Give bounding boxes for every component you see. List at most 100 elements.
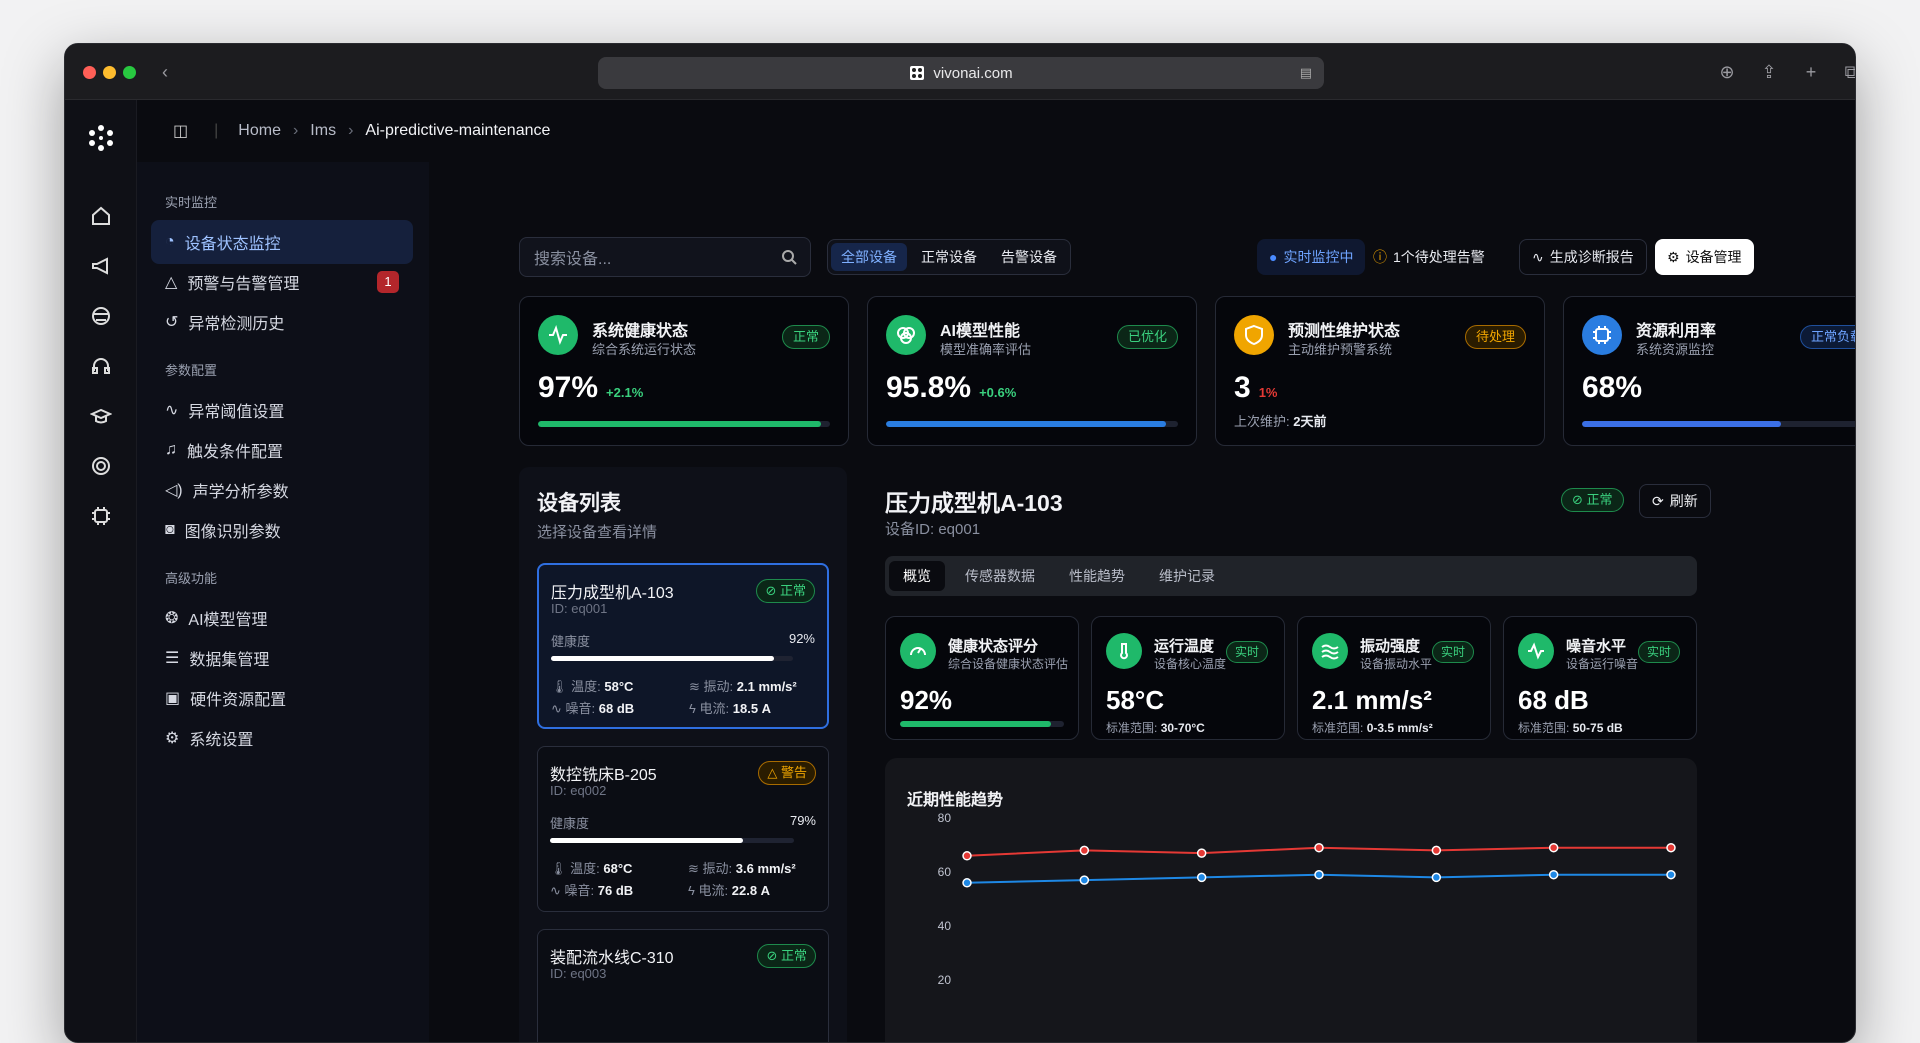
device-item[interactable]: 装配流水线C-310 ID: eq003 ⊘ 正常 (537, 929, 829, 1042)
data-point[interactable] (962, 851, 972, 861)
range-label: 标准范围: (1106, 721, 1158, 735)
data-point[interactable] (1196, 872, 1207, 883)
summary-card-health: 系统健康状态 综合系统运行状态 正常 97% +2.1% (519, 296, 849, 446)
headphones-icon[interactable] (65, 346, 137, 386)
megaphone-icon[interactable] (65, 246, 137, 286)
noise-metric: ∿ 噪音: 76 dB (550, 883, 634, 898)
sidebar-toggle-icon[interactable]: ◫ (173, 123, 189, 140)
card-title: AI模型性能 (940, 323, 1021, 340)
card-value: 95.8% +0.6% (886, 371, 1016, 405)
health-bar (550, 838, 794, 843)
sidebar-item-acoustic[interactable]: ◁) 声学分析参数 (151, 468, 413, 512)
realtime-badge: 实时 (1431, 641, 1474, 663)
sidebar-item-hardware[interactable]: ▣ 硬件资源配置 (151, 676, 413, 720)
gauge-icon: ◔ (165, 233, 175, 250)
device-item[interactable]: 数控铣床B-205 ID: eq002 △ 警告 健康度 79% 🌡 温度: 6… (537, 746, 829, 912)
range-value: 30-70°C (1160, 721, 1205, 735)
data-point[interactable] (1196, 848, 1207, 858)
summary-card-ai-model: AI模型性能 模型准确率评估 已优化 95.8% +0.6% (867, 296, 1197, 446)
device-manage-button[interactable]: ⚙ 设备管理 (1655, 239, 1754, 275)
metric-value: 68 dB (598, 701, 635, 716)
home-icon[interactable] (65, 196, 137, 236)
data-point[interactable] (1666, 842, 1676, 853)
metric-title: 健康状态评分 (948, 638, 1039, 655)
data-point[interactable] (1314, 869, 1324, 880)
data-point[interactable] (1431, 845, 1442, 856)
metric-value: 76 dB (597, 883, 634, 898)
gauge-icon (900, 633, 936, 669)
tab-performance-trend[interactable]: 性能趋势 (1069, 568, 1125, 584)
breadcrumb-current: Ai-predictive-maintenance (365, 122, 551, 139)
breadcrumb-home[interactable]: Home (238, 122, 281, 139)
data-point[interactable] (1079, 875, 1090, 885)
status-badge: 正常负载 (1799, 325, 1855, 349)
chip-icon[interactable] (65, 496, 137, 536)
tab-overview[interactable]: 概览 (889, 561, 945, 591)
status-label: 正常 (779, 583, 806, 598)
globe-icon[interactable] (65, 296, 137, 336)
data-point[interactable] (1666, 869, 1676, 880)
sidebar-item-alerts[interactable]: △ 预警与告警管理 1 (151, 260, 413, 304)
tab-maintenance-log[interactable]: 维护记录 (1159, 568, 1215, 584)
device-item[interactable]: 压力成型机A-103 ID: eq001 ⊘ 正常 健康度 92% 🌡 温度: … (537, 563, 829, 729)
tab-sensor-data[interactable]: 传感器数据 (965, 568, 1035, 584)
generate-report-button[interactable]: ∿ 生成诊断报告 (1519, 239, 1647, 275)
graduation-cap-icon[interactable] (65, 396, 137, 436)
filter-normal[interactable]: 正常设备 (921, 249, 977, 265)
bell-icon: ♫ (165, 441, 177, 458)
refresh-button[interactable]: ⟳ 刷新 (1639, 484, 1711, 518)
main-content: 搜索设备... 全部设备 正常设备 告警设备 ● 实时监控中 ⓘ 1个待处理告警 ∿… (429, 162, 1855, 1042)
progress-bar (1582, 421, 1855, 427)
metric-label: 噪音: (565, 701, 596, 716)
sidebar-item-dataset[interactable]: ☰ 数据集管理 (151, 636, 413, 680)
data-point[interactable] (1079, 845, 1090, 856)
range-label: 标准范围: (1518, 721, 1570, 735)
vibration-metric: ≋ 振动: 2.1 mm/s² (689, 679, 797, 694)
sidebar-item-trigger[interactable]: ♫ 触发条件配置 (151, 428, 413, 472)
target-icon[interactable] (65, 446, 137, 486)
sidebar-item-settings[interactable]: ⚙ 系统设置 (151, 716, 413, 760)
search-input[interactable]: 搜索设备... (519, 237, 811, 277)
temperature-metric: 🌡 温度: 68°C (550, 861, 633, 876)
data-point[interactable] (1314, 842, 1324, 853)
new-tab-icon[interactable]: + (1805, 62, 1817, 82)
maximize-window-button[interactable] (123, 66, 136, 79)
data-point[interactable] (1548, 869, 1559, 880)
sidebar-item-ai-model[interactable]: ❂ AI模型管理 (151, 596, 413, 640)
sidebar-item-image[interactable]: ◙ 图像识别参数 (151, 508, 413, 552)
minimize-window-button[interactable] (103, 66, 116, 79)
metric-range: 标准范围: 0-3.5 mm/s² (1312, 719, 1433, 736)
close-window-button[interactable] (83, 66, 96, 79)
last-maintenance-label: 上次维护: (1234, 414, 1290, 429)
tabs-overview-icon[interactable]: ⧉ (1839, 60, 1855, 84)
device-id: ID: eq001 (551, 601, 608, 616)
data-point[interactable] (1548, 842, 1559, 853)
download-icon[interactable]: ⊕ (1719, 62, 1735, 82)
search-placeholder: 搜索设备... (534, 251, 612, 268)
filter-alert[interactable]: 告警设备 (1001, 249, 1057, 265)
app-logo-icon[interactable] (65, 118, 137, 158)
sidebar-section-title: 高级功能 (165, 571, 218, 586)
filter-all[interactable]: 全部设备 (831, 243, 907, 271)
address-bar[interactable]: vivonai.com ▤ (598, 57, 1324, 89)
waves-icon (1312, 633, 1348, 669)
health-value: 92% (788, 631, 815, 646)
sidebar-item-history[interactable]: ↺ 异常检测历史 (151, 300, 413, 344)
pending-alert-indicator[interactable]: ⓘ 1个待处理告警 (1361, 239, 1497, 275)
sidebar-item-threshold[interactable]: ∿ 异常阈值设置 (151, 388, 413, 432)
share-icon[interactable]: ⇪ (1761, 62, 1777, 82)
health-label: 健康度 (551, 634, 591, 649)
sidebar-item-device-monitor[interactable]: ◔ 设备状态监控 (151, 220, 413, 264)
card-delta: +0.6% (979, 385, 1017, 400)
sidebar-item-label: 异常阈值设置 (188, 404, 285, 421)
data-point[interactable] (1431, 872, 1442, 883)
realtime-badge: 实时 (1225, 641, 1268, 663)
range-label: 标准范围: (1312, 721, 1364, 735)
breadcrumb-ims[interactable]: Ims (310, 122, 337, 139)
gear-icon: ⚙ (1667, 248, 1680, 265)
reader-icon[interactable]: ▤ (1299, 65, 1312, 80)
data-point[interactable] (962, 878, 972, 888)
card-value: 3 1% (1234, 371, 1277, 405)
back-icon[interactable]: ‹ (162, 62, 168, 82)
pulse-icon (1518, 633, 1554, 669)
